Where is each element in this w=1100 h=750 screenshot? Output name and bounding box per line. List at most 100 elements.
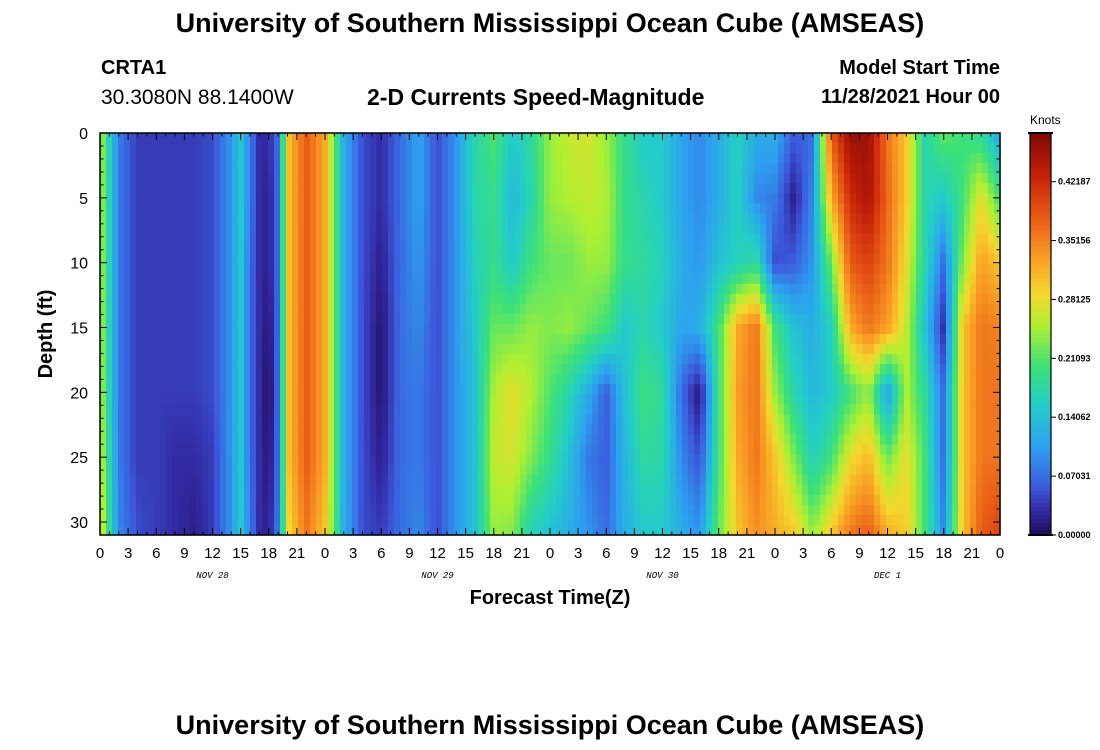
heatmap-cell — [238, 334, 245, 345]
heatmap-cell — [148, 223, 155, 235]
heatmap-cell — [292, 183, 299, 194]
heatmap-cell — [748, 233, 755, 245]
heatmap-cell — [136, 203, 143, 214]
heatmap-cell — [826, 243, 833, 255]
heatmap-cell — [766, 364, 773, 375]
heatmap-cell — [532, 344, 539, 355]
heatmap-cell — [424, 344, 431, 355]
heatmap-cell — [142, 424, 149, 436]
heatmap-cell — [628, 233, 635, 245]
heatmap-cell — [292, 484, 299, 496]
heatmap-cell — [352, 213, 359, 225]
heatmap-cell — [154, 524, 161, 536]
heatmap-cell — [610, 153, 617, 164]
heatmap-cell — [778, 374, 785, 385]
heatmap-cell — [214, 153, 221, 164]
heatmap-cell — [526, 323, 533, 335]
heatmap-cell — [568, 524, 575, 536]
heatmap-cell — [238, 243, 245, 255]
heatmap-cell — [634, 474, 641, 486]
heatmap-cell — [550, 344, 557, 355]
heatmap-cell — [262, 484, 269, 496]
heatmap-cell — [748, 504, 755, 516]
heatmap-cell — [400, 133, 407, 144]
heatmap-cell — [106, 143, 113, 154]
heatmap-cell — [280, 323, 287, 335]
heatmap-cell — [766, 344, 773, 355]
heatmap-cell — [814, 183, 821, 194]
heatmap-cell — [766, 434, 773, 446]
heatmap-cell — [184, 504, 191, 516]
heatmap-cell — [190, 504, 197, 516]
heatmap-cell — [766, 193, 773, 204]
heatmap-cell — [496, 434, 503, 446]
heatmap-cell — [586, 334, 593, 345]
heatmap-cell — [148, 183, 155, 194]
heatmap-cell — [442, 394, 449, 405]
heatmap-cell — [658, 434, 665, 446]
heatmap-cell — [580, 243, 587, 255]
heatmap-cell — [622, 524, 629, 536]
heatmap-cell — [562, 253, 569, 265]
heatmap-cell — [334, 233, 341, 245]
heatmap-cell — [598, 233, 605, 245]
heatmap-cell — [508, 163, 515, 174]
heatmap-cell — [106, 213, 113, 225]
heatmap-cell — [520, 153, 527, 164]
heatmap-cell — [298, 213, 305, 225]
heatmap-cell — [778, 263, 785, 275]
heatmap-cell — [400, 153, 407, 164]
heatmap-cell — [694, 424, 701, 436]
heatmap-cell — [214, 474, 221, 486]
heatmap-cell — [172, 364, 179, 375]
heatmap-cell — [214, 484, 221, 496]
heatmap-cell — [832, 414, 839, 426]
heatmap-cell — [718, 524, 725, 536]
heatmap-cell — [502, 303, 509, 315]
heatmap-cell — [292, 424, 299, 436]
heatmap-cell — [634, 263, 641, 275]
heatmap-cell — [592, 163, 599, 174]
heatmap-cell — [172, 223, 179, 235]
heatmap-cell — [316, 283, 323, 295]
heatmap-cell — [826, 303, 833, 315]
heatmap-cell — [202, 444, 209, 456]
heatmap-cell — [538, 133, 545, 144]
heatmap-cell — [610, 414, 617, 426]
heatmap-cell — [130, 183, 137, 194]
heatmap-cell — [460, 283, 467, 295]
heatmap-cell — [370, 283, 377, 295]
model-start-value: 11/28/2021 Hour 00 — [820, 86, 1000, 108]
heatmap-cell — [484, 374, 491, 385]
heatmap-cell — [526, 223, 533, 235]
heatmap-cell — [532, 233, 539, 245]
heatmap-cell — [754, 203, 761, 214]
heatmap-cell — [244, 253, 251, 265]
heatmap-cell — [172, 133, 179, 144]
heatmap-cell — [424, 354, 431, 365]
heatmap-cell — [658, 494, 665, 506]
heatmap-cell — [796, 283, 803, 295]
heatmap-cell — [688, 334, 695, 345]
heatmap-cell — [562, 143, 569, 154]
heatmap-cell — [370, 424, 377, 436]
heatmap-cell — [478, 233, 485, 245]
heatmap-cell — [322, 414, 329, 426]
heatmap-cell — [724, 464, 731, 476]
heatmap-cell — [106, 374, 113, 385]
heatmap-cell — [724, 454, 731, 466]
heatmap-cell — [238, 303, 245, 315]
heatmap-cell — [634, 193, 641, 204]
heatmap-cell — [316, 193, 323, 204]
heatmap-cell — [694, 193, 701, 204]
heatmap-cell — [550, 504, 557, 516]
heatmap-cell — [700, 474, 707, 486]
heatmap-cell — [796, 173, 803, 184]
heatmap-cell — [502, 223, 509, 235]
heatmap-cell — [298, 374, 305, 385]
heatmap-cell — [304, 504, 311, 516]
heatmap-cell — [322, 163, 329, 174]
heatmap-cell — [118, 173, 125, 184]
heatmap-cell — [328, 524, 335, 536]
heatmap-cell — [388, 454, 395, 466]
